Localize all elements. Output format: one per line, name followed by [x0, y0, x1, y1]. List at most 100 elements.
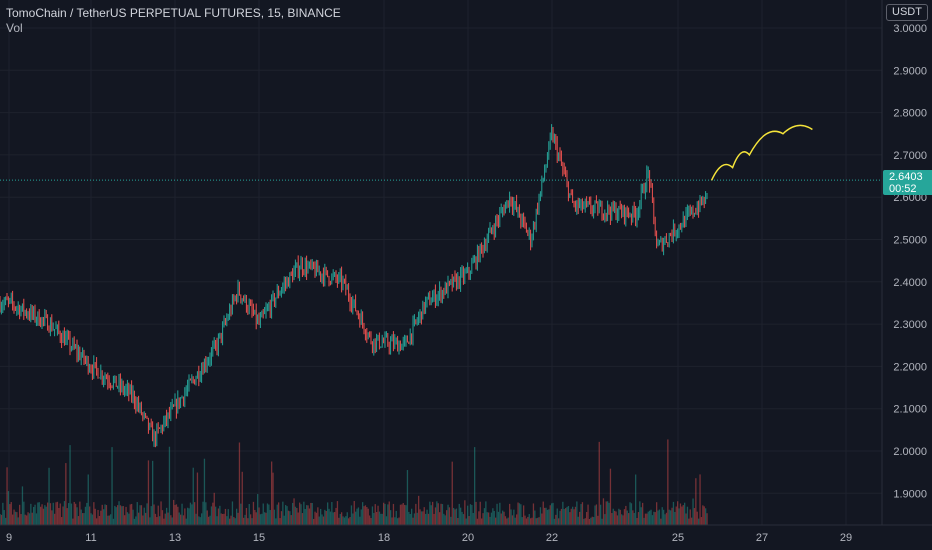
volume-bar — [464, 500, 466, 525]
volume-bar — [615, 511, 617, 525]
volume-bar — [539, 507, 542, 525]
volume-bar — [623, 509, 626, 525]
volume-bar — [703, 506, 705, 525]
price-axis[interactable]: 3.0000 2.9000 2.8000 2.7000 2.6000 2.5000 2.40… — [893, 23, 927, 500]
volume-bar — [77, 516, 80, 525]
volume-bar — [374, 504, 376, 525]
volume-bar — [45, 506, 47, 525]
volume-bar — [461, 511, 463, 525]
volume-bar — [259, 514, 262, 525]
volume-bar — [511, 515, 514, 525]
volume-bar — [268, 504, 270, 525]
volume-bar — [49, 503, 52, 525]
volume-bar — [548, 509, 550, 525]
volume-bar — [52, 502, 54, 525]
volume-bar — [348, 518, 350, 525]
volume-bar — [285, 505, 287, 525]
volume-bar — [504, 516, 507, 525]
volume-bar — [111, 447, 113, 525]
volume-bar — [419, 509, 421, 525]
volume-bar — [664, 514, 666, 525]
candles — [0, 124, 708, 448]
volume-bar — [93, 502, 95, 525]
x-tick-label: 11 — [85, 532, 96, 544]
volume-bar — [534, 510, 536, 525]
volume-bar — [640, 507, 642, 525]
volume-bar — [705, 508, 707, 525]
volume-bar — [366, 507, 368, 525]
volume-bar — [665, 512, 668, 525]
volume-bar — [262, 503, 264, 525]
volume-bar — [465, 518, 467, 525]
volume-bar — [0, 513, 1, 525]
volume-bar — [580, 504, 582, 525]
volume-bar — [500, 513, 502, 525]
volume-bar — [191, 504, 193, 525]
y-tick-label: 2.6000 — [893, 192, 927, 204]
volume-bar — [62, 506, 64, 525]
volume-bar — [96, 518, 98, 525]
volume-bar — [391, 517, 393, 525]
volume-bar — [17, 517, 19, 525]
volume-bar — [538, 517, 540, 525]
volume-bar — [663, 509, 665, 525]
volume-bar — [69, 445, 71, 525]
volume-bar — [503, 511, 505, 525]
volume-bar — [649, 510, 651, 525]
symbol-title[interactable]: TomoChain / TetherUS PERPETUAL FUTURES, … — [6, 6, 341, 20]
volume-bar — [422, 511, 424, 525]
volume-bar — [215, 506, 217, 525]
volume-bar — [486, 512, 488, 525]
volume-bar — [76, 507, 78, 525]
volume-bar — [454, 509, 456, 525]
volume-bar — [196, 472, 199, 525]
volume-bar — [203, 458, 206, 525]
volume-bar — [416, 512, 418, 525]
volume-bar — [541, 513, 543, 525]
volume-bar — [289, 511, 291, 525]
volume-bar — [426, 509, 428, 525]
volume-bar — [27, 512, 29, 525]
volume-bar — [241, 471, 243, 525]
volume-bar — [187, 507, 189, 525]
volume-bar — [559, 510, 561, 525]
volume-bar — [293, 498, 295, 525]
volume-bar — [350, 505, 353, 525]
volume-bar — [47, 502, 49, 525]
currency-badge[interactable]: USDT — [886, 4, 928, 21]
volume-bar — [217, 508, 220, 525]
volume-bar — [287, 510, 290, 525]
volume-bar — [381, 513, 383, 525]
volume-bar — [472, 512, 474, 525]
volume-bar — [377, 505, 379, 525]
y-tick-label: 3.0000 — [893, 23, 927, 35]
volume-bar — [699, 474, 701, 525]
grid — [0, 0, 882, 525]
volume-bar — [173, 499, 175, 525]
volume-bar — [28, 513, 31, 525]
volume-bar — [555, 514, 557, 525]
volume-bar — [436, 501, 438, 525]
volume-bar — [702, 505, 704, 525]
volume-bar — [339, 513, 341, 525]
volume-indicator-label[interactable]: Vol — [6, 21, 23, 35]
volume-bar — [178, 512, 180, 525]
volume-bar — [244, 514, 246, 525]
volume-bar — [412, 517, 414, 525]
volume-bar — [483, 508, 486, 525]
volume-bar — [80, 509, 82, 525]
volume-bar — [441, 504, 444, 525]
volume-bar — [633, 512, 635, 525]
volume-bar — [125, 506, 127, 525]
volume-bar — [524, 515, 526, 525]
time-axis[interactable]: 9 11 13 15 18 20 22 25 27 29 — [6, 532, 852, 544]
volume-bar — [671, 507, 673, 525]
volume-bar — [115, 507, 117, 525]
volume-bar — [3, 510, 5, 525]
volume-bar — [443, 513, 445, 525]
volume-bar — [688, 518, 690, 525]
volume-bar — [384, 503, 386, 525]
volume-bar — [258, 507, 260, 525]
